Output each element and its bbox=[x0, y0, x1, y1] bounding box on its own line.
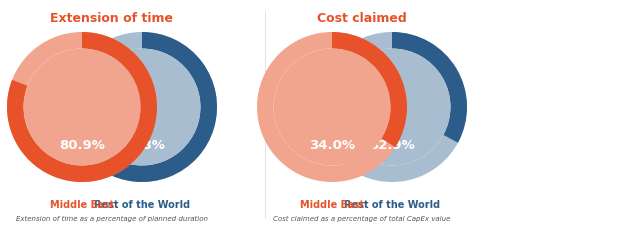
Wedge shape bbox=[257, 33, 407, 182]
Text: Rest of the World: Rest of the World bbox=[344, 199, 440, 209]
Text: 58.8%: 58.8% bbox=[119, 139, 165, 152]
Circle shape bbox=[83, 49, 200, 166]
Circle shape bbox=[24, 49, 141, 166]
Wedge shape bbox=[332, 33, 407, 147]
Circle shape bbox=[333, 49, 451, 166]
Text: 80.9%: 80.9% bbox=[59, 139, 105, 152]
Circle shape bbox=[273, 49, 390, 166]
Text: Cost claimed: Cost claimed bbox=[317, 12, 407, 25]
Text: Middle East: Middle East bbox=[50, 199, 114, 209]
Text: Extension of time: Extension of time bbox=[51, 12, 173, 25]
Wedge shape bbox=[67, 33, 217, 182]
Wedge shape bbox=[317, 33, 467, 182]
Text: Extension of time as a percentage of planned duration: Extension of time as a percentage of pla… bbox=[16, 215, 208, 221]
Wedge shape bbox=[392, 33, 467, 143]
Text: Rest of the World: Rest of the World bbox=[94, 199, 190, 209]
Wedge shape bbox=[102, 33, 217, 182]
Wedge shape bbox=[7, 33, 157, 182]
Text: Cost claimed as a percentage of total CapEx value: Cost claimed as a percentage of total Ca… bbox=[273, 215, 451, 221]
Text: 34.0%: 34.0% bbox=[309, 139, 355, 152]
Text: 32.9%: 32.9% bbox=[369, 139, 415, 152]
Text: Middle East: Middle East bbox=[300, 199, 364, 209]
Wedge shape bbox=[7, 33, 157, 182]
